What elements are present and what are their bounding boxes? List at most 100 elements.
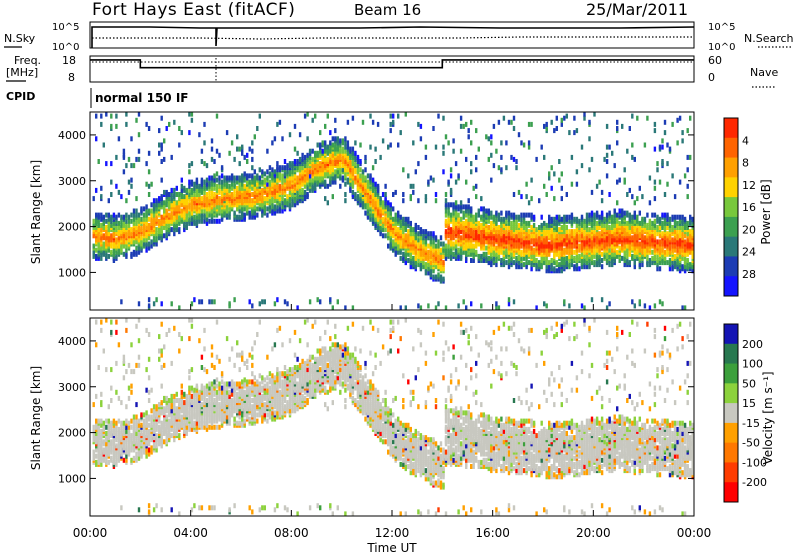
power-cell — [434, 305, 438, 311]
power-cell — [570, 253, 574, 259]
power-cell — [168, 200, 171, 206]
power-cell — [150, 243, 153, 249]
power-cell — [666, 181, 669, 187]
power-cell — [273, 198, 277, 204]
power-cell — [477, 146, 480, 152]
power-cell — [605, 144, 609, 150]
power-cell — [130, 136, 133, 142]
power-cell — [150, 212, 153, 218]
power-cell — [306, 192, 309, 197]
power-cell — [656, 258, 659, 263]
power-cell — [125, 212, 128, 218]
power-cell — [580, 214, 584, 220]
power-cell — [208, 206, 211, 212]
power-cell — [200, 177, 204, 183]
power-cell — [238, 181, 241, 187]
power-cell — [621, 225, 624, 230]
power-cell — [550, 262, 553, 268]
power-cell — [168, 192, 171, 197]
power-cell — [424, 270, 428, 276]
power-cell — [548, 171, 551, 177]
noise-tick-top-left: 10^5 — [52, 22, 79, 33]
power-cell — [213, 299, 216, 305]
power-cell — [419, 262, 423, 268]
power-cell — [520, 255, 523, 261]
power-cell — [253, 189, 256, 195]
power-cell — [115, 214, 118, 220]
power-cell — [661, 301, 664, 307]
power-cell — [409, 183, 412, 189]
power-cell — [371, 177, 375, 183]
power-cell — [387, 243, 390, 249]
power-cell — [457, 303, 460, 309]
power-cell — [102, 142, 105, 148]
power-cell — [150, 202, 153, 208]
power-cell — [147, 241, 151, 247]
power-cell — [147, 297, 151, 303]
velocity-cell — [137, 439, 141, 445]
power-cell — [530, 121, 533, 127]
power-cell — [253, 169, 256, 175]
power-cell — [621, 218, 624, 224]
power-cell — [465, 305, 468, 311]
power-cell — [470, 301, 473, 307]
power-cell — [459, 200, 463, 206]
power-cell — [548, 268, 551, 274]
power-cell — [573, 130, 576, 136]
power-cell — [127, 222, 131, 228]
power-cell — [336, 136, 339, 142]
power-cell — [208, 189, 211, 195]
power-cell — [238, 214, 241, 220]
power-cell — [409, 231, 412, 237]
power-cell — [608, 192, 611, 197]
power-cell — [548, 222, 551, 228]
power-cell — [515, 255, 518, 261]
power-cell — [641, 262, 644, 268]
power-cell — [210, 299, 214, 305]
power-cell — [605, 173, 609, 179]
power-cell — [97, 241, 100, 247]
power-cell — [585, 264, 589, 270]
power-cell — [505, 247, 508, 253]
power-cell — [308, 169, 312, 175]
power-cell — [470, 169, 473, 175]
power-cell — [417, 249, 420, 255]
power-cell — [668, 249, 672, 255]
power-cell — [150, 208, 153, 214]
power-cell — [492, 163, 496, 169]
power-cell — [485, 255, 488, 261]
power-cell — [210, 138, 214, 144]
velocity-cell — [127, 420, 131, 426]
power-cell — [107, 220, 110, 226]
power-cell — [434, 274, 438, 280]
power-cell — [213, 192, 216, 197]
power-cell — [590, 189, 594, 195]
power-cell — [142, 229, 146, 235]
power-cell — [258, 113, 261, 119]
power-cell — [520, 212, 523, 218]
power-cell — [291, 202, 294, 208]
power-cell — [512, 299, 516, 305]
power-cell — [558, 227, 561, 233]
power-cell — [218, 196, 221, 202]
power-cell — [339, 183, 342, 189]
power-cell — [636, 227, 639, 233]
power-cell — [424, 194, 428, 200]
power-cell — [570, 262, 574, 268]
power-cell — [678, 218, 682, 224]
power-cell — [417, 225, 420, 230]
power-cell — [673, 260, 677, 266]
velocity-cell — [92, 424, 95, 430]
power-cell — [268, 165, 272, 171]
power-cell — [261, 169, 264, 175]
power-cell — [236, 189, 239, 195]
power-cell — [110, 249, 113, 255]
power-cell — [364, 167, 367, 173]
power-cell — [414, 255, 417, 261]
power-cell — [636, 233, 639, 239]
power-cell — [331, 159, 334, 164]
date-label: 25/Mar/2011 — [586, 0, 688, 19]
power-cell — [437, 113, 440, 119]
power-cell — [165, 225, 168, 230]
power-cell — [163, 138, 166, 144]
